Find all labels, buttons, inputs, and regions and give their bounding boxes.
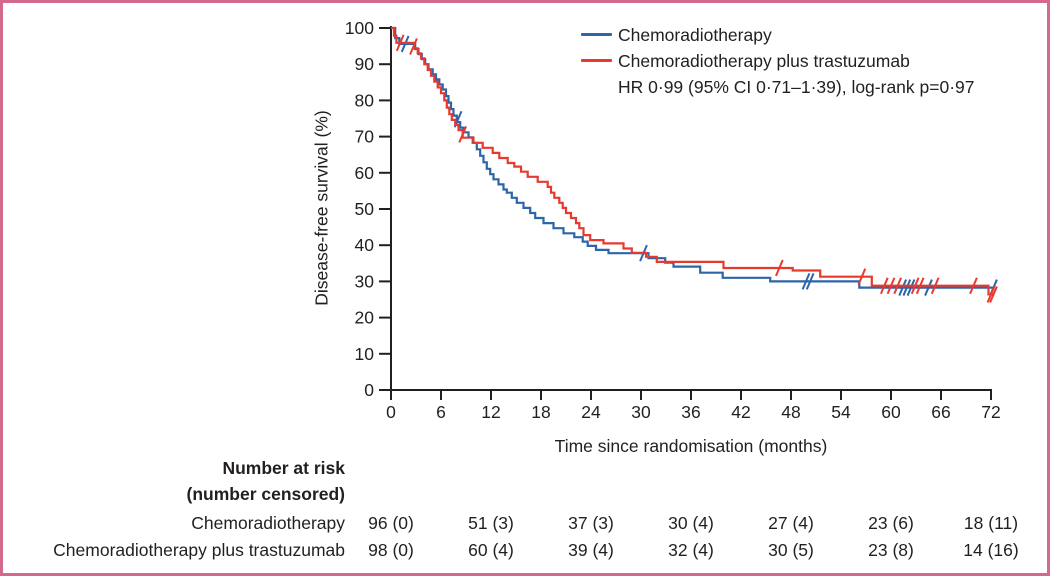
x-tick-label: 0	[386, 402, 396, 422]
risk-count: 98 (0)	[368, 540, 414, 560]
censor-tick-chemoradiotherapy-plus-trastuzumab	[893, 277, 902, 295]
risk-count: 23 (6)	[868, 513, 914, 533]
risk-count: 23 (8)	[868, 540, 914, 560]
risk-count: 37 (3)	[568, 513, 614, 533]
legend-label-chemoradiotherapy: Chemoradiotherapy	[618, 25, 772, 45]
x-tick-label: 48	[781, 402, 800, 422]
x-tick-label: 6	[436, 402, 446, 422]
y-tick-label: 70	[355, 127, 375, 147]
risk-count: 30 (4)	[668, 513, 714, 533]
legend-line-chemoradiotherapy-plus-trastuzumab	[581, 59, 612, 62]
survival-curve-chemoradiotherapy-plus-trastuzumab	[391, 26, 995, 296]
x-tick-label: 12	[481, 402, 500, 422]
y-tick-label: 90	[355, 54, 375, 74]
censor-tick-chemoradiotherapy-plus-trastuzumab	[409, 38, 418, 55]
y-tick-label: 30	[355, 271, 375, 291]
risk-row-label-chemoradiotherapy-plus-trastuzumab: Chemoradiotherapy plus trastuzumab	[53, 540, 345, 560]
censor-tick-chemoradiotherapy-plus-trastuzumab	[775, 259, 784, 277]
legend-label-chemoradiotherapy-plus-trastuzumab: Chemoradiotherapy plus trastuzumab	[618, 51, 910, 71]
risk-count: 51 (3)	[468, 513, 514, 533]
censor-tick-chemoradiotherapy	[902, 279, 912, 296]
censor-tick-chemoradiotherapy	[924, 279, 933, 296]
censor-tick-chemoradiotherapy-plus-trastuzumab	[910, 277, 920, 295]
censor-tick-chemoradiotherapy	[801, 273, 811, 290]
x-tick-label: 54	[831, 402, 851, 422]
risk-count: 39 (4)	[568, 540, 614, 560]
censor-tick-chemoradiotherapy-plus-trastuzumab	[458, 126, 467, 143]
y-tick-label: 0	[364, 380, 374, 400]
legend-line-chemoradiotherapy	[581, 33, 612, 36]
risk-count: 27 (4)	[768, 513, 814, 533]
censor-tick-chemoradiotherapy-plus-trastuzumab	[915, 277, 925, 295]
x-tick-label: 42	[731, 402, 750, 422]
x-tick-label: 72	[981, 402, 1000, 422]
risk-count: 32 (4)	[668, 540, 714, 560]
censor-tick-chemoradiotherapy	[400, 35, 410, 53]
risk-table-header-line1: Number at risk	[222, 458, 345, 478]
x-tick-label: 18	[531, 402, 550, 422]
y-tick-label: 10	[355, 344, 375, 364]
risk-count: 30 (5)	[768, 540, 814, 560]
censor-tick-chemoradiotherapy-plus-trastuzumab	[969, 277, 978, 295]
y-axis-title: Disease-free survival (%)	[311, 110, 332, 306]
risk-table-header-line2: (number censored)	[186, 484, 346, 504]
survival-curve-chemoradiotherapy	[391, 26, 995, 289]
censor-tick-chemoradiotherapy-plus-trastuzumab	[986, 286, 996, 303]
censor-tick-chemoradiotherapy-plus-trastuzumab	[395, 34, 405, 52]
censor-tick-chemoradiotherapy-plus-trastuzumab	[880, 277, 889, 295]
y-tick-label: 40	[355, 235, 375, 255]
risk-count: 96 (0)	[368, 513, 414, 533]
risk-count: 18 (11)	[963, 513, 1019, 533]
x-tick-label: 66	[931, 402, 950, 422]
risk-row-label-chemoradiotherapy: Chemoradiotherapy	[191, 513, 345, 533]
censor-tick-chemoradiotherapy-plus-trastuzumab	[857, 268, 867, 286]
hr-annotation: HR 0·99 (95% CI 0·71–1·39), log-rank p=0…	[618, 77, 975, 97]
censor-tick-chemoradiotherapy-plus-trastuzumab	[886, 277, 896, 295]
censor-tick-chemoradiotherapy	[898, 279, 907, 296]
censor-tick-chemoradiotherapy-plus-trastuzumab	[989, 286, 998, 303]
risk-count: 60 (4)	[468, 540, 514, 560]
censor-tick-chemoradiotherapy	[805, 273, 815, 290]
x-tick-label: 60	[881, 402, 901, 422]
x-tick-label: 24	[581, 402, 601, 422]
y-tick-label: 50	[355, 199, 375, 219]
y-tick-label: 20	[355, 308, 375, 328]
x-tick-label: 30	[631, 402, 651, 422]
risk-count: 14 (16)	[963, 540, 1019, 560]
x-axis-title: Time since randomisation (months)	[554, 436, 828, 456]
y-tick-label: 80	[355, 90, 375, 110]
y-tick-label: 100	[345, 18, 374, 38]
y-tick-label: 60	[355, 163, 375, 183]
x-tick-label: 36	[681, 402, 700, 422]
censor-tick-chemoradiotherapy	[906, 279, 916, 296]
censor-tick-chemoradiotherapy-plus-trastuzumab	[930, 277, 940, 295]
